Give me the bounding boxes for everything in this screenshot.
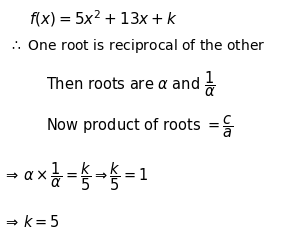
Text: $\Rightarrow\, k = 5$: $\Rightarrow\, k = 5$: [3, 213, 59, 229]
Text: Now product of roots $= \dfrac{c}{a}$: Now product of roots $= \dfrac{c}{a}$: [46, 113, 233, 140]
Text: $\Rightarrow\, \alpha \times \dfrac{1}{\alpha} = \dfrac{k}{5} \Rightarrow \dfrac: $\Rightarrow\, \alpha \times \dfrac{1}{\…: [3, 160, 148, 192]
Text: Then roots are $\alpha$ and $\dfrac{1}{\alpha}$: Then roots are $\alpha$ and $\dfrac{1}{\…: [46, 69, 216, 98]
Text: $\therefore$ One root is reciprocal of the other: $\therefore$ One root is reciprocal of t…: [9, 37, 265, 55]
Text: $f(x) = 5x^2 + 13x + k$: $f(x) = 5x^2 + 13x + k$: [29, 8, 178, 29]
